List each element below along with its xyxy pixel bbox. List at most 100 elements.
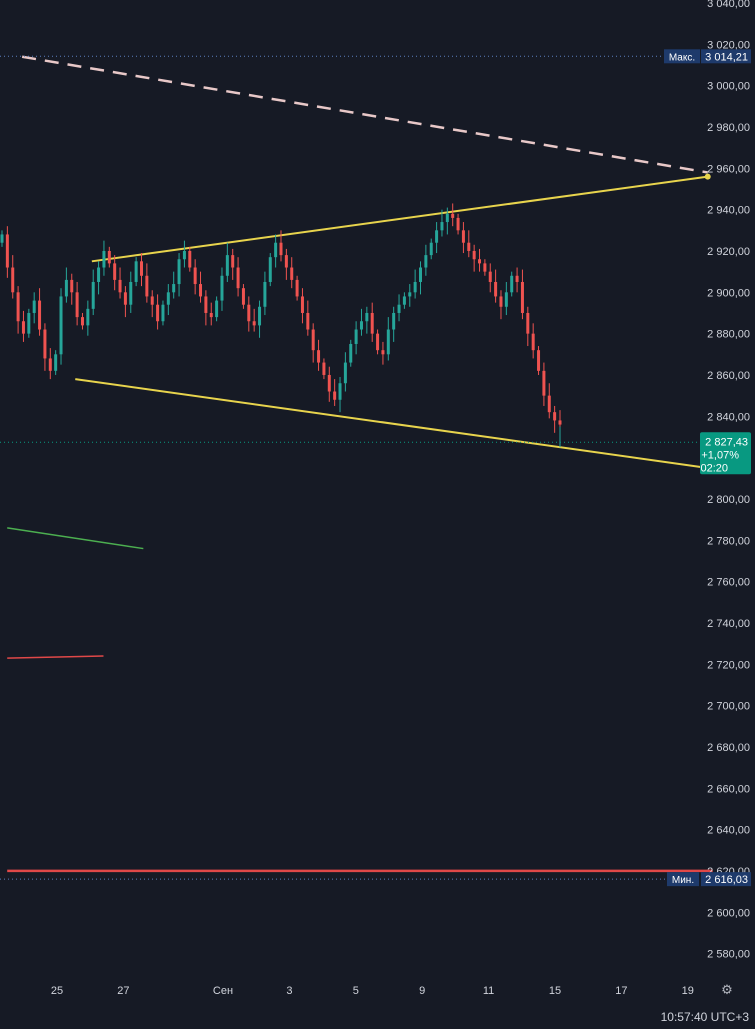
candle-body — [440, 222, 444, 231]
price-markers: Макс. 3 014,21 Мин. 2 616,03 2 827,43+1,07%0… — [0, 49, 751, 887]
last-price-change: +1,07% — [701, 449, 739, 461]
candle-body — [413, 281, 417, 293]
candle-body — [113, 263, 117, 280]
candle-body — [494, 281, 498, 297]
time-tick-label: 25 — [51, 985, 63, 997]
candle-body — [526, 312, 530, 334]
candle-body — [86, 308, 90, 326]
candle-body — [317, 350, 321, 363]
min-label: Мин. — [672, 875, 694, 886]
price-tick-label: 3 000,00 — [707, 81, 750, 93]
time-tick-label: 19 — [682, 985, 694, 997]
candle-body — [21, 321, 25, 334]
candle-body — [75, 292, 79, 318]
candle-body — [172, 284, 176, 293]
candle-body — [97, 267, 101, 282]
candle-body — [241, 288, 245, 305]
price-tick-label: 2 920,00 — [707, 246, 750, 258]
candle-body — [129, 281, 133, 305]
candle-body — [236, 267, 240, 289]
price-tick-label: 2 900,00 — [707, 287, 750, 299]
candle-body — [177, 259, 181, 285]
candle-body — [279, 242, 283, 256]
candle-body — [274, 242, 278, 258]
candle-body — [456, 217, 460, 231]
candles-layer — [0, 203, 562, 448]
price-tick-label: 2 640,00 — [707, 825, 750, 837]
candle-body — [11, 267, 15, 293]
candle-body — [188, 250, 192, 268]
candle-body — [520, 281, 524, 313]
price-tick-label: 2 580,00 — [707, 949, 750, 961]
candle-body — [327, 374, 331, 392]
candle-body — [381, 350, 385, 355]
gear-icon[interactable]: ⚙ — [721, 982, 733, 997]
trendline-handle — [704, 173, 711, 180]
clock-readout: 10:57:40 UTC+3 — [660, 1010, 749, 1024]
candle-body — [359, 321, 363, 330]
candle-body — [311, 329, 315, 351]
candle-body — [59, 296, 63, 355]
candle-body — [338, 383, 342, 400]
candle-body — [64, 279, 68, 297]
candle-body — [386, 329, 390, 355]
candle-body — [333, 391, 337, 400]
price-tick-label: 2 980,00 — [707, 122, 750, 134]
candle-body — [419, 267, 422, 282]
candle-body — [80, 317, 84, 326]
time-tick-label: 11 — [483, 985, 494, 997]
min-value-bg — [701, 872, 751, 887]
price-tick-label: 2 760,00 — [707, 577, 750, 589]
drawing-layer — [7, 55, 713, 873]
candle-body — [48, 358, 52, 371]
candle-body — [537, 350, 541, 371]
candle-body — [70, 279, 74, 293]
candle-body — [553, 412, 557, 421]
candle-body — [204, 296, 208, 313]
candle-body — [91, 281, 95, 309]
time-tick-label: 9 — [419, 985, 425, 997]
time-tick-label: 15 — [549, 985, 561, 997]
candle-body — [220, 275, 224, 301]
candle-body — [499, 296, 503, 307]
candle-body — [461, 230, 465, 243]
candle-body — [467, 242, 471, 251]
candle-body — [107, 250, 111, 264]
candle-body — [150, 296, 154, 305]
last-price-countdown: 02:20 — [700, 462, 728, 474]
candle-body — [161, 304, 165, 322]
candle-body — [284, 255, 288, 268]
candle-body — [43, 329, 47, 359]
price-tick-label: 2 840,00 — [707, 411, 750, 423]
candle-body — [231, 255, 235, 268]
candle-body — [247, 304, 251, 322]
candle-body — [32, 300, 36, 313]
candle-body — [263, 281, 267, 307]
time-tick-label: Сен — [213, 985, 233, 997]
candle-body — [290, 267, 294, 280]
price-tick-label: 2 680,00 — [707, 742, 750, 754]
candle-body — [38, 300, 42, 330]
price-tick-label: 2 860,00 — [707, 370, 750, 382]
candle-body — [0, 234, 4, 243]
candle-body — [182, 250, 186, 260]
candle-body — [118, 279, 122, 293]
candle-body — [478, 259, 482, 264]
candle-body — [349, 343, 353, 363]
candle-body — [145, 275, 149, 297]
price-tick-label: 2 880,00 — [707, 329, 750, 341]
candle-body — [370, 312, 374, 334]
candle-body — [435, 230, 439, 243]
candle-body — [397, 304, 401, 313]
candle-body — [547, 395, 551, 413]
last-price-value: 2 827,43 — [705, 436, 748, 448]
price-tick-label: 2 600,00 — [707, 907, 750, 919]
max-label-bg — [664, 49, 700, 64]
candle-body — [102, 250, 106, 268]
candle-body — [54, 354, 58, 371]
candle-body — [392, 312, 396, 330]
candle-body — [27, 312, 31, 334]
candle-body — [225, 255, 229, 276]
